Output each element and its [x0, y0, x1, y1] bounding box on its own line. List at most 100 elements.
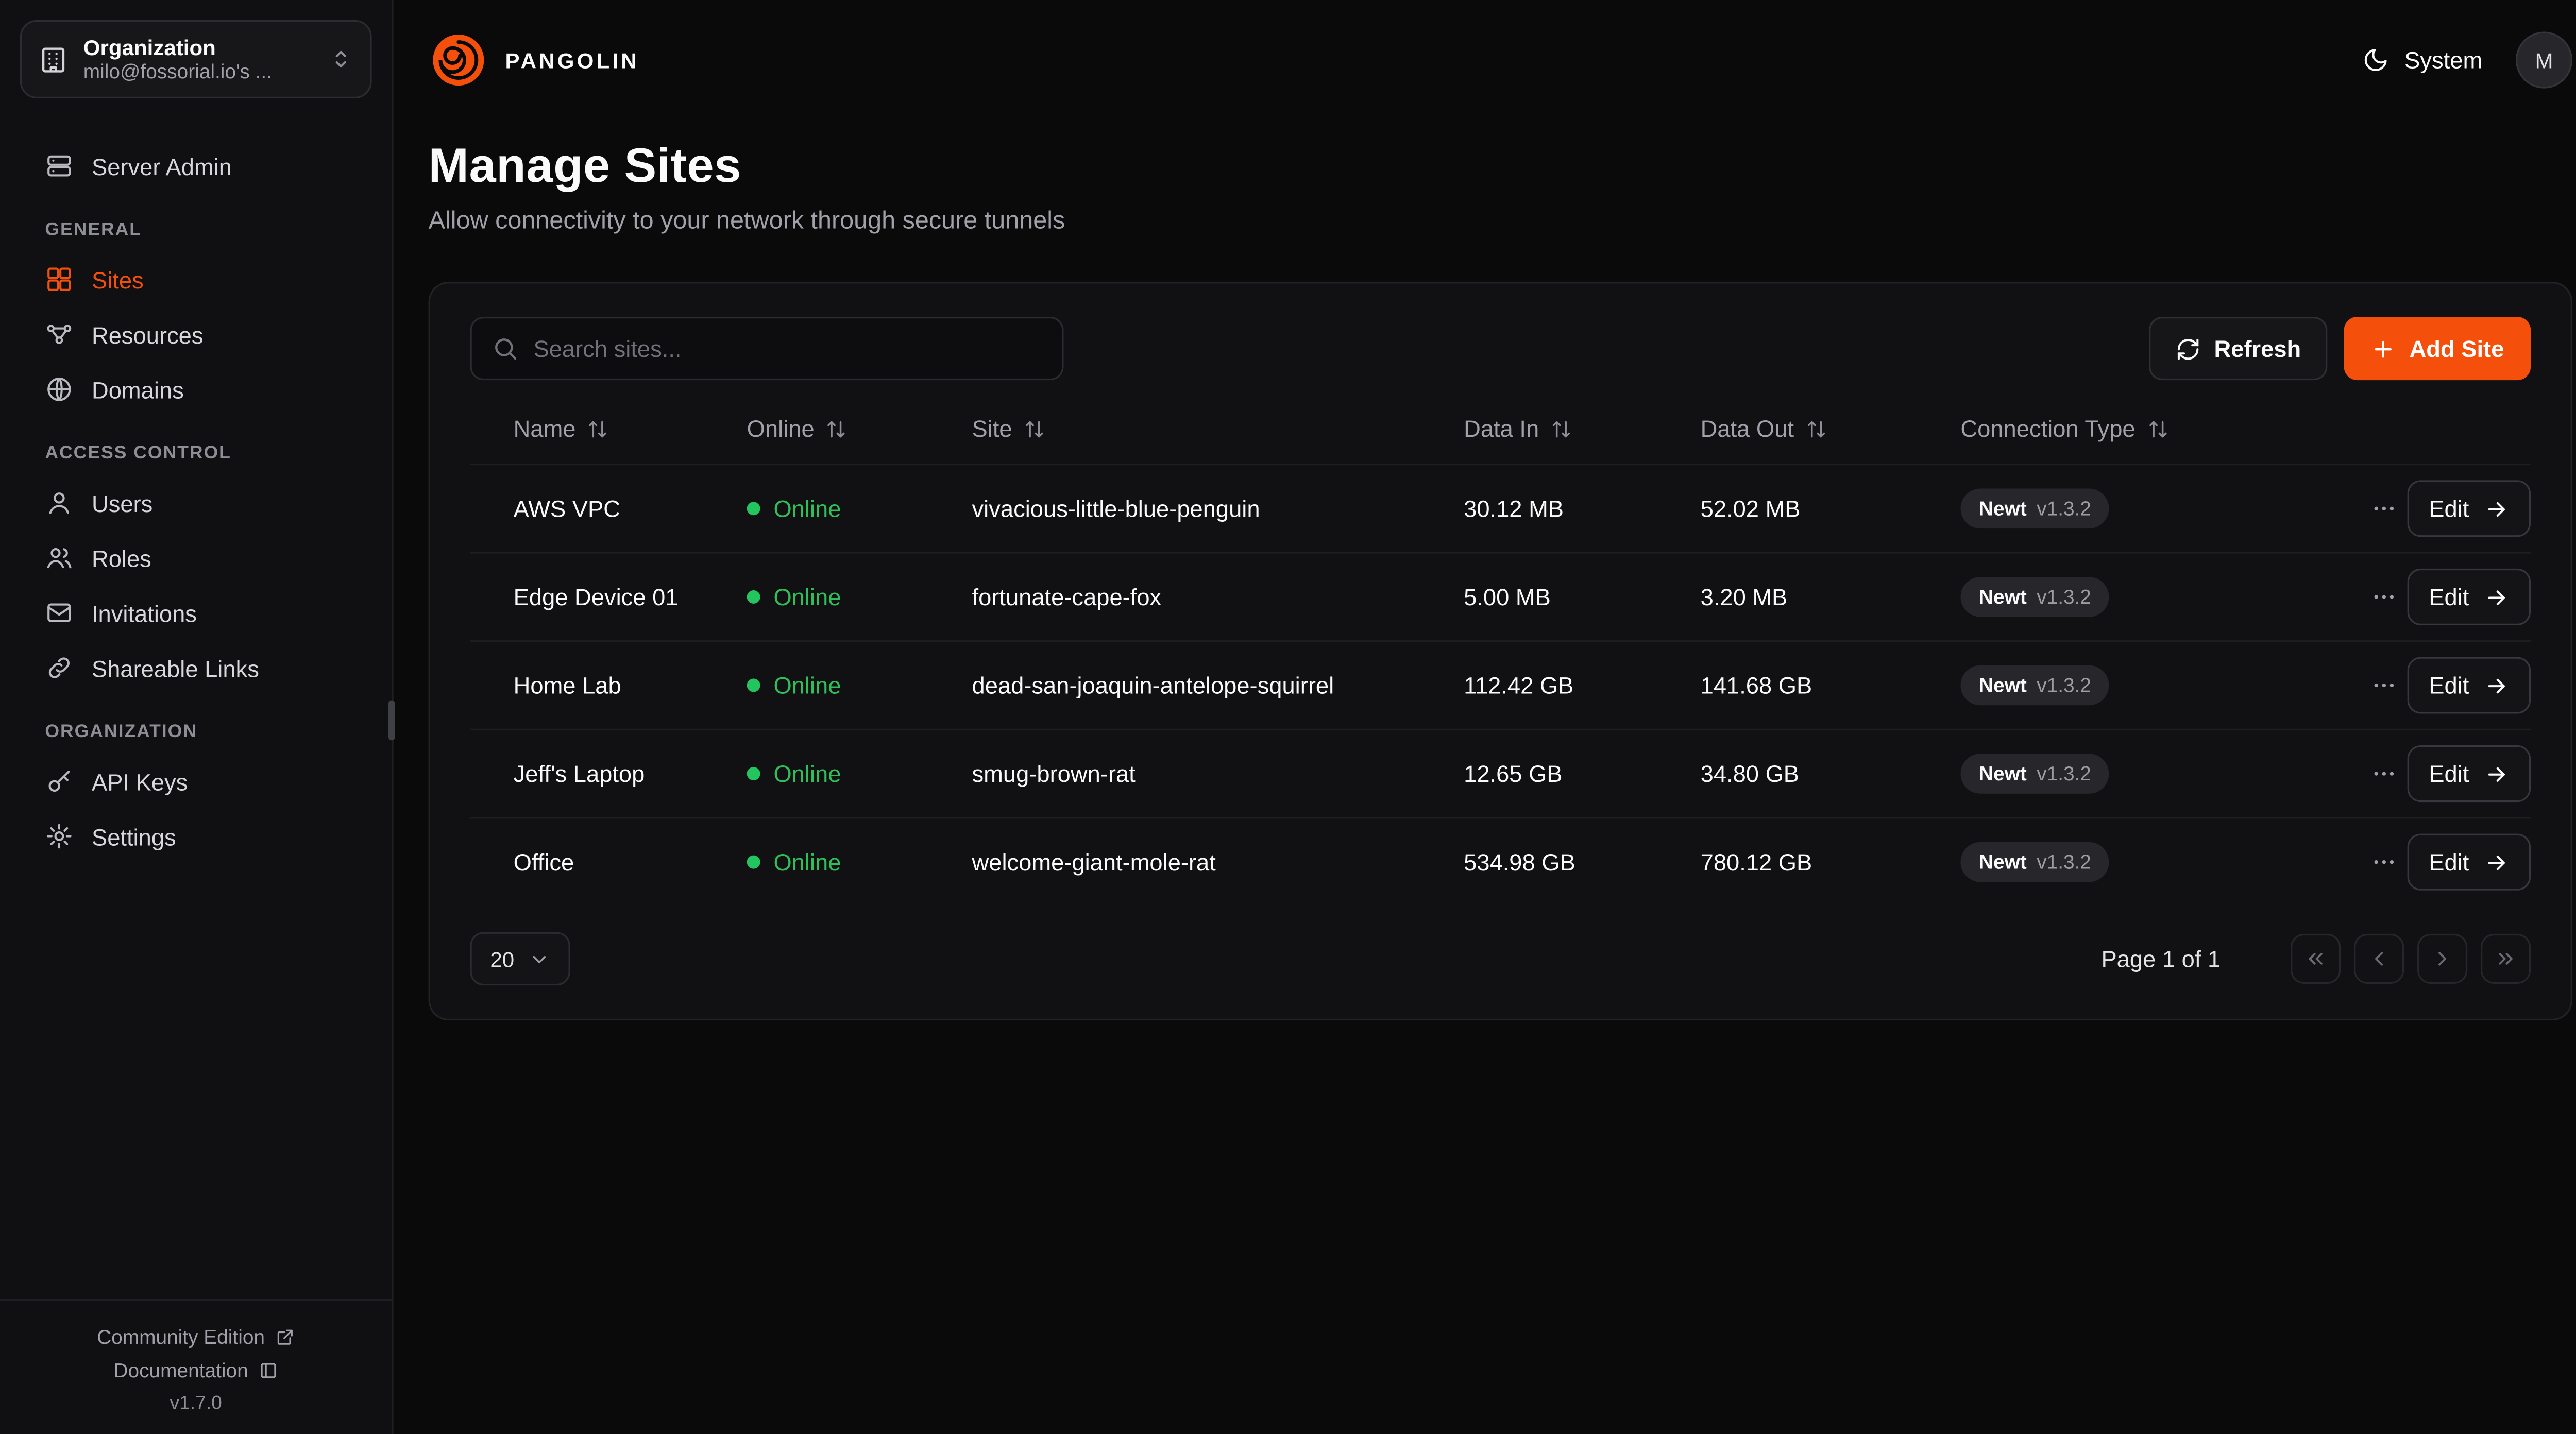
connection-type-badge: Newt v1.3.2	[1960, 842, 2110, 882]
server-icon	[45, 152, 73, 180]
sidebar-item-users[interactable]: Users	[0, 475, 392, 531]
globe-icon	[45, 375, 73, 403]
section-label-access-control: ACCESS CONTROL	[45, 443, 231, 464]
column-header-data-in[interactable]: Data In	[1464, 415, 1700, 442]
table-row: Edge Device 01 Online fortunate-cape-fox…	[470, 552, 2531, 641]
row-menu-button[interactable]	[2364, 842, 2404, 882]
last-page-button[interactable]	[2481, 933, 2531, 984]
sidebar-item-api-keys[interactable]: API Keys	[0, 754, 392, 809]
toolbar-actions: Refresh Add Site	[2149, 317, 2531, 381]
online-dot-icon	[747, 678, 760, 692]
arrow-right-icon	[2484, 673, 2509, 698]
edit-label: Edit	[2429, 848, 2469, 876]
community-edition-label: Community Edition	[97, 1325, 265, 1349]
online-label: Online	[773, 584, 841, 610]
site-slug: fortunate-cape-fox	[972, 584, 1162, 610]
edit-button[interactable]: Edit	[2407, 833, 2531, 891]
pangolin-logo-icon	[429, 30, 488, 90]
documentation-link[interactable]: Documentation	[0, 1354, 392, 1388]
site-name: Office	[513, 848, 574, 876]
sidebar-item-label: Invitations	[91, 599, 197, 626]
search-input[interactable]	[533, 335, 1042, 362]
org-subtitle: milo@fossorial.io's ...	[83, 60, 273, 83]
row-menu-button[interactable]	[2364, 577, 2404, 617]
connection-version: v1.3.2	[2037, 585, 2092, 609]
sidebar-item-label: Server Admin	[91, 152, 232, 179]
sidebar-item-label: Resources	[91, 321, 204, 348]
community-edition-link[interactable]: Community Edition	[0, 1321, 392, 1354]
avatar[interactable]: M	[2515, 31, 2572, 89]
chevrons-right-icon	[2494, 947, 2517, 970]
sidebar-item-shareable-links[interactable]: Shareable Links	[0, 640, 392, 695]
table-row: Jeff's Laptop Online smug-brown-rat 12.6…	[470, 728, 2531, 817]
sort-icon	[587, 418, 609, 439]
page-size-select[interactable]: 20	[470, 932, 571, 986]
row-menu-button[interactable]	[2364, 754, 2404, 794]
pagination: Page 1 of 1	[2101, 933, 2531, 984]
sidebar-item-settings[interactable]: Settings	[0, 809, 392, 864]
first-page-button[interactable]	[2291, 933, 2341, 984]
column-header-data-out[interactable]: Data Out	[1701, 415, 1961, 442]
sort-icon	[1551, 418, 1572, 439]
connection-type-cell: Newt v1.3.2	[1960, 754, 2365, 794]
ellipsis-icon	[2370, 760, 2397, 787]
sidebar-item-resources[interactable]: Resources	[0, 307, 392, 362]
org-selector[interactable]: Organization milo@fossorial.io's ...	[20, 20, 372, 98]
online-dot-icon	[747, 767, 760, 781]
data-in-value: 112.42 GB	[1464, 672, 1574, 699]
sidebar-item-invitations[interactable]: Invitations	[0, 585, 392, 640]
page-size-value: 20	[490, 946, 515, 971]
key-icon	[45, 767, 73, 795]
add-site-button[interactable]: Add Site	[2344, 317, 2531, 381]
moon-icon	[2363, 47, 2389, 74]
sidebar-resize-handle[interactable]	[388, 700, 395, 741]
sidebar-item-server-admin[interactable]: Server Admin	[0, 139, 392, 194]
sort-icon	[1024, 418, 1045, 439]
online-status: Online	[747, 760, 972, 787]
documentation-label: Documentation	[113, 1359, 248, 1382]
table-body: AWS VPC Online vivacious-little-blue-pen…	[470, 463, 2531, 906]
online-status: Online	[747, 495, 972, 522]
edit-button[interactable]: Edit	[2407, 480, 2531, 537]
online-status: Online	[747, 672, 972, 698]
brand: PANGOLIN	[429, 30, 639, 90]
sidebar-item-label: Users	[91, 489, 153, 516]
sidebar-item-sites[interactable]: Sites	[0, 252, 392, 307]
connection-type-name: Newt	[1979, 673, 2027, 697]
column-header-online[interactable]: Online	[747, 415, 972, 442]
row-menu-button[interactable]	[2364, 488, 2404, 528]
site-name: Edge Device 01	[513, 584, 679, 610]
data-out-value: 141.68 GB	[1700, 672, 1812, 699]
section-label-general: GENERAL	[45, 220, 142, 241]
online-status: Online	[747, 584, 972, 610]
refresh-button[interactable]: Refresh	[2149, 317, 2328, 381]
data-out-value: 3.20 MB	[1700, 584, 1788, 610]
app-version: v1.7.0	[170, 1394, 222, 1414]
previous-page-button[interactable]	[2354, 933, 2404, 984]
column-header-connection-type[interactable]: Connection Type	[1960, 415, 2365, 442]
next-page-button[interactable]	[2417, 933, 2468, 984]
gear-icon	[45, 822, 73, 850]
refresh-label: Refresh	[2214, 335, 2301, 362]
column-header-site[interactable]: Site	[972, 415, 1464, 442]
user-icon	[45, 488, 73, 517]
ellipsis-icon	[2370, 849, 2397, 876]
sidebar-item-label: Roles	[91, 544, 151, 571]
site-name: Jeff's Laptop	[513, 760, 645, 787]
sidebar-item-roles[interactable]: Roles	[0, 530, 392, 585]
sidebar-item-domains[interactable]: Domains	[0, 362, 392, 417]
edit-button[interactable]: Edit	[2407, 568, 2531, 625]
building-icon	[38, 44, 68, 74]
connection-type-badge: Newt v1.3.2	[1960, 665, 2110, 706]
edit-button[interactable]: Edit	[2407, 657, 2531, 714]
chevron-right-icon	[2431, 947, 2454, 970]
edit-button[interactable]: Edit	[2407, 745, 2531, 803]
online-label: Online	[773, 848, 841, 876]
chevron-down-icon	[529, 948, 551, 969]
sidebar-nav: Server Admin GENERAL Sites Resources Dom…	[0, 139, 392, 864]
table-row: AWS VPC Online vivacious-little-blue-pen…	[470, 463, 2531, 552]
column-header-name[interactable]: Name	[514, 415, 747, 442]
theme-toggle-button[interactable]: System	[2363, 47, 2482, 74]
connection-type-badge: Newt v1.3.2	[1960, 754, 2110, 794]
row-menu-button[interactable]	[2364, 665, 2404, 706]
